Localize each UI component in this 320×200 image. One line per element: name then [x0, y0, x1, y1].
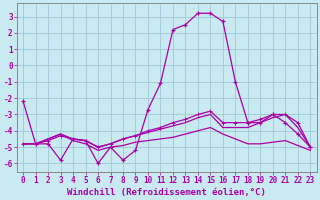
X-axis label: Windchill (Refroidissement éolien,°C): Windchill (Refroidissement éolien,°C): [67, 188, 266, 197]
